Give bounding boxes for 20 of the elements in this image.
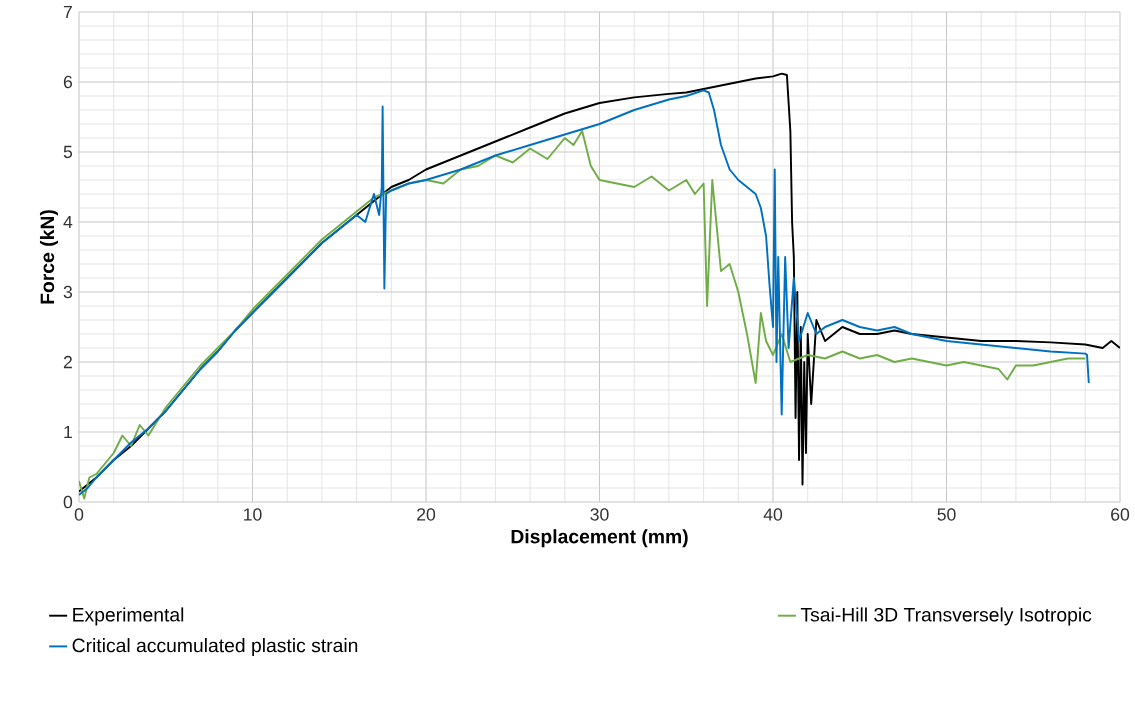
- y-tick-label: 4: [63, 215, 73, 229]
- y-axis-title: Force (kN): [39, 210, 58, 304]
- x-tick-label: 0: [74, 508, 84, 521]
- x-tick-label: 50: [937, 508, 956, 521]
- y-tick-label: 1: [64, 425, 72, 439]
- x-tick-label: 60: [1111, 508, 1130, 521]
- y-tick-label: 0: [63, 495, 73, 509]
- x-tick-label: 40: [763, 508, 783, 521]
- legend-label: Tsai-Hill 3D Transversely Isotropic: [800, 607, 1092, 626]
- x-tick-label: 30: [590, 508, 609, 521]
- y-tick-label: 5: [63, 145, 73, 159]
- y-tick-label: 7: [63, 5, 72, 19]
- x-tick-label: 20: [417, 508, 436, 521]
- y-tick-label: 2: [63, 355, 72, 369]
- legend-label: Experimental: [73, 607, 184, 626]
- x-axis-title: Displacement (mm): [511, 529, 688, 548]
- y-tick-label: 3: [63, 285, 73, 299]
- y-tick-label: 6: [63, 75, 73, 89]
- x-tick-label: 10: [244, 508, 262, 521]
- legend-label: Critical accumulated plastic strain: [72, 638, 358, 657]
